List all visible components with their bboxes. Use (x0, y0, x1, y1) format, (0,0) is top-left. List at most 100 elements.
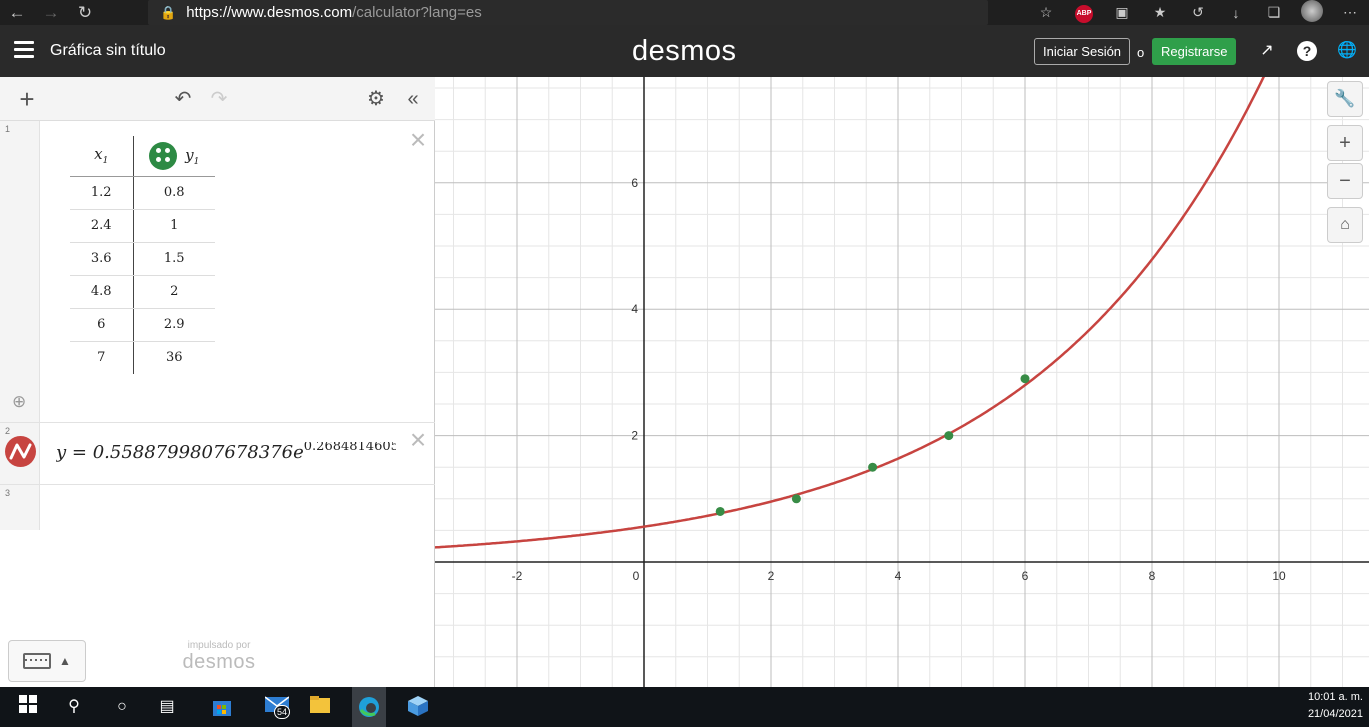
cell-x[interactable]: 4.8 (70, 275, 134, 309)
data-table[interactable]: x1 y1 1.2 0.8 2.4 1 3.6 1.5 4.8 2 6 2.9 7 36 (70, 136, 215, 374)
add-expression-icon[interactable]: + (19, 84, 35, 114)
system-clock[interactable]: 10:01 a. m. 21/04/2021 (1308, 689, 1363, 723)
desmos-logo: desmos (632, 35, 737, 67)
collections-icon[interactable]: ❏ (1267, 4, 1281, 20)
reload-icon[interactable]: ↻ (77, 2, 93, 22)
lock-icon: 🔒 (160, 4, 177, 20)
graph-title[interactable]: Gráfica sin título (50, 42, 166, 59)
x-tick-label: 6 (1022, 569, 1029, 583)
zoom-fit-icon[interactable]: ⊕ (12, 392, 27, 411)
graph-paper[interactable]: -2 0 2 4 6 8 10 2 4 6 🔧 + − ⌂ (435, 77, 1369, 687)
table-row[interactable]: 3.6 1.5 (70, 242, 215, 276)
clock-date: 21/04/2021 (1307, 708, 1363, 720)
mail-icon[interactable]: 54 (260, 695, 294, 719)
zoom-out-button[interactable]: − (1327, 163, 1363, 199)
data-point (1020, 374, 1030, 384)
settings-gear-icon[interactable]: ⚙ (367, 88, 385, 110)
graph-settings-wrench-icon[interactable]: 🔧 (1327, 81, 1363, 117)
windows-start-icon[interactable] (16, 695, 40, 719)
table-row[interactable]: 6 2.9 (70, 308, 215, 342)
x-tick-label: -2 (512, 569, 523, 583)
y-tick-label: 4 (631, 302, 638, 316)
favorites-icon[interactable]: ★ (1153, 4, 1167, 20)
profile-avatar[interactable] (1293, 0, 1331, 25)
table-row[interactable]: 2.4 1 (70, 209, 215, 243)
zoom-in-button[interactable]: + (1327, 125, 1363, 161)
search-icon[interactable]: ⚲ (68, 698, 80, 715)
powered-by-text: impulsado por (187, 640, 251, 651)
collapse-panel-icon[interactable]: « (407, 88, 419, 110)
keyboard-toggle-button[interactable]: ▲ (8, 640, 86, 682)
add-favorite-icon[interactable]: ☆ (1039, 4, 1053, 20)
expression-table[interactable]: 1 × x1 y1 1.2 0.8 2.4 1 3.6 1.5 4.8 2 6 2.9 7 36 ⊕ (0, 121, 435, 423)
default-zoom-home-icon[interactable]: ⌂ (1327, 207, 1363, 243)
desmos-header: Gráfica sin título desmos Iniciar Sesión… (0, 25, 1369, 77)
help-icon[interactable]: ? (1297, 41, 1317, 61)
login-button[interactable]: Iniciar Sesión (1034, 38, 1131, 65)
formula-text[interactable]: y = 0.5588799807678376e0.2684814605 (56, 442, 396, 470)
cell-y[interactable]: 0.8 (133, 176, 215, 210)
task-view-icon[interactable]: ▤ (159, 698, 175, 715)
x-tick-label: 8 (1149, 569, 1156, 583)
data-point (715, 506, 725, 516)
url-host: https://www.desmos.com (186, 4, 353, 21)
cell-y[interactable]: 2.9 (133, 308, 215, 342)
graph-canvas[interactable]: -2 0 2 4 6 8 10 2 4 6 (435, 77, 1369, 687)
formula-exponent: 0.2684814605 (303, 442, 396, 454)
cell-x[interactable]: 3.6 (70, 242, 134, 276)
address-bar[interactable]: 🔒 https://www.desmos.com/calculator?lang… (148, 0, 988, 25)
expression-empty[interactable]: 3 (0, 485, 435, 530)
curve-style-icon[interactable] (5, 436, 36, 467)
data-point (944, 431, 954, 441)
x-tick-label: 10 (1272, 569, 1286, 583)
delete-expression-icon[interactable]: × (409, 124, 427, 155)
table-row[interactable]: 4.8 2 (70, 275, 215, 309)
column-header-x[interactable]: x1 (70, 136, 134, 177)
back-arrow-icon[interactable]: ← (8, 2, 26, 22)
expression-toolbar: + ↶ ↷ ⚙ « (0, 77, 435, 121)
delete-expression-icon[interactable]: × (409, 424, 427, 455)
cell-y[interactable]: 2 (133, 275, 215, 309)
adblock-plus-icon[interactable]: ABP (1065, 2, 1103, 23)
cortana-icon[interactable]: ○ (117, 698, 127, 715)
cell-x[interactable]: 2.4 (70, 209, 134, 243)
expression-formula[interactable]: 2 y = 0.5588799807678376e0.2684814605 × (0, 423, 435, 485)
cell-y[interactable]: 1.5 (133, 242, 215, 276)
register-button[interactable]: Registrarse (1152, 38, 1237, 65)
cell-y[interactable]: 36 (165, 350, 183, 366)
x-tick-label: 2 (768, 569, 775, 583)
cell-x[interactable]: 6 (70, 308, 134, 342)
points-style-icon[interactable] (149, 141, 178, 170)
caret-up-icon: ▲ (59, 654, 71, 668)
cell-x[interactable]: 7 (70, 341, 134, 374)
redo-icon[interactable]: ↷ (210, 88, 228, 110)
forward-arrow-icon[interactable]: → (42, 2, 60, 22)
x-tick-label: 4 (895, 569, 902, 583)
share-icon[interactable]: ↗ (1260, 42, 1274, 59)
column-header-y[interactable]: y1 (133, 136, 215, 177)
keyboard-icon (23, 653, 52, 669)
undo-icon[interactable]: ↶ (174, 88, 192, 110)
extension-icon[interactable]: ▣ (1115, 4, 1129, 20)
file-explorer-icon[interactable] (308, 695, 332, 719)
clock-time: 10:01 a. m. (1307, 691, 1363, 703)
y-tick-label: 2 (631, 429, 638, 443)
or-label: o (1137, 45, 1145, 60)
table-row[interactable]: 7 36 (70, 341, 215, 374)
store-icon[interactable] (210, 695, 234, 719)
language-globe-icon[interactable]: 🌐 (1337, 42, 1357, 59)
history-icon[interactable]: ↺ (1192, 4, 1204, 20)
windows-taskbar: ⚲ ○ ▤ 54 10:01 a. m. 21/04/2021 (0, 687, 1369, 727)
cell-y[interactable]: 1 (133, 209, 215, 243)
more-menu-icon[interactable]: ⋯ (1343, 4, 1357, 20)
menu-icon[interactable] (14, 41, 34, 59)
powered-by-logo: desmos (182, 651, 256, 673)
expression-index: 3 (0, 485, 40, 530)
downloads-icon[interactable]: ↓ (1232, 4, 1240, 21)
x-tick-label: 0 (633, 569, 640, 583)
edge-browser-icon[interactable] (352, 687, 386, 727)
table-row[interactable]: 1.2 0.8 (70, 176, 215, 210)
y-tick-label: 6 (631, 176, 638, 190)
cell-x[interactable]: 1.2 (70, 176, 134, 210)
app-cube-icon[interactable] (406, 695, 430, 719)
